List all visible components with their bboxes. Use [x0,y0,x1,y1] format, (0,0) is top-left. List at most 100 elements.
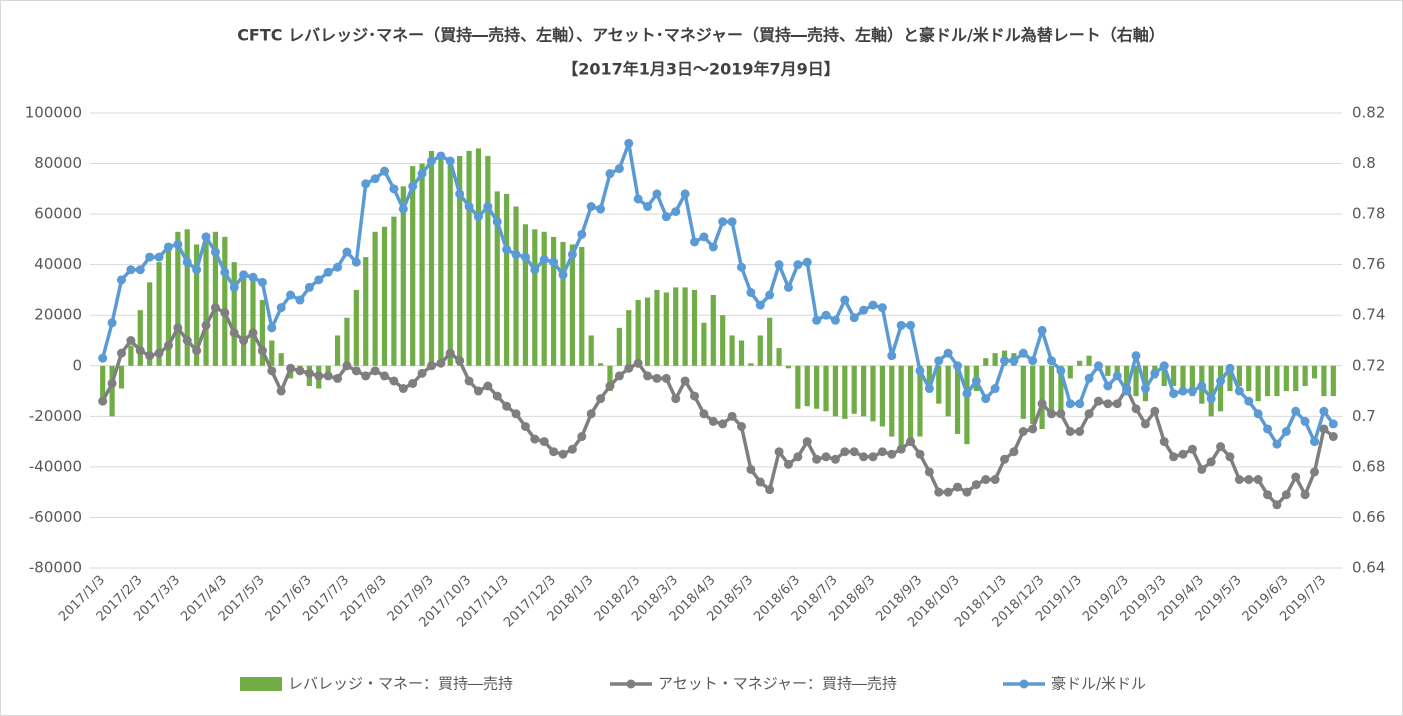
bar [907,365,914,442]
marker [614,164,624,174]
y-tick-label: -80000 [29,559,82,577]
marker [239,270,249,280]
marker [1140,419,1150,429]
bar [241,272,247,366]
marker [342,247,352,257]
bar [137,310,143,366]
bar [194,244,200,366]
marker [417,169,427,179]
marker [793,260,803,270]
marker [614,371,624,381]
marker [370,174,380,184]
marker [408,181,418,191]
bar [710,295,716,366]
marker [736,421,746,431]
marker [934,487,944,497]
marker [812,454,822,464]
marker [210,247,220,257]
bar [1058,365,1064,417]
marker [398,204,408,214]
marker [276,386,286,396]
bar [1283,365,1289,392]
bar [1321,365,1327,397]
marker [1084,409,1094,419]
marker [116,348,126,358]
legend-swatch [240,677,282,691]
marker [530,265,540,275]
marker [605,381,615,391]
marker [445,348,455,358]
marker [943,487,953,497]
marker [643,371,653,381]
marker [727,217,737,227]
marker [229,282,239,292]
bar [485,155,491,366]
marker [699,409,709,419]
bar [691,289,698,366]
bar [738,340,745,366]
marker [624,138,634,148]
bar [1217,365,1224,412]
bar [344,317,350,366]
marker [1197,381,1207,391]
marker [539,437,549,447]
bar [438,153,444,366]
marker [1169,452,1179,462]
marker [229,328,239,338]
marker [624,363,634,373]
marker [511,409,521,419]
marker [793,452,803,462]
marker [558,270,568,280]
marker [333,262,343,272]
marker [924,467,934,477]
bar [861,365,867,417]
marker [1234,386,1244,396]
marker [173,239,183,249]
bar [898,365,904,447]
marker [1244,475,1254,485]
marker [690,237,700,247]
bar [926,365,932,392]
bar [635,300,641,366]
marker [934,356,944,366]
marker [549,257,559,267]
bar [269,340,275,366]
marker [549,447,559,457]
marker [455,189,465,199]
bar [372,231,378,366]
bar [1039,365,1045,429]
marker [1103,381,1113,391]
bar [147,282,153,366]
marker [473,212,483,222]
marker [981,394,991,404]
marker [1056,366,1066,376]
marker [304,282,314,292]
marker [154,348,164,358]
bar [983,358,989,366]
marker [643,202,653,212]
bar [410,166,416,366]
bar [992,353,998,366]
y2-tick-label: 0.74 [1352,306,1385,324]
marker [680,376,690,386]
marker [774,260,784,270]
bar [560,241,566,366]
marker [859,452,869,462]
marker [286,290,296,300]
y-tick-label: 60000 [34,205,82,223]
bar [776,348,782,366]
marker [436,151,446,161]
marker [267,323,277,333]
marker [323,371,333,381]
marker [708,416,718,426]
bar [729,335,735,366]
marker [661,373,671,383]
marker [1319,424,1329,434]
marker [295,366,305,376]
marker [1244,396,1254,406]
legend-marker [626,679,636,689]
y2-tick-label: 0.64 [1352,559,1385,577]
marker [530,434,540,444]
marker [1103,399,1113,409]
bar [494,191,500,366]
